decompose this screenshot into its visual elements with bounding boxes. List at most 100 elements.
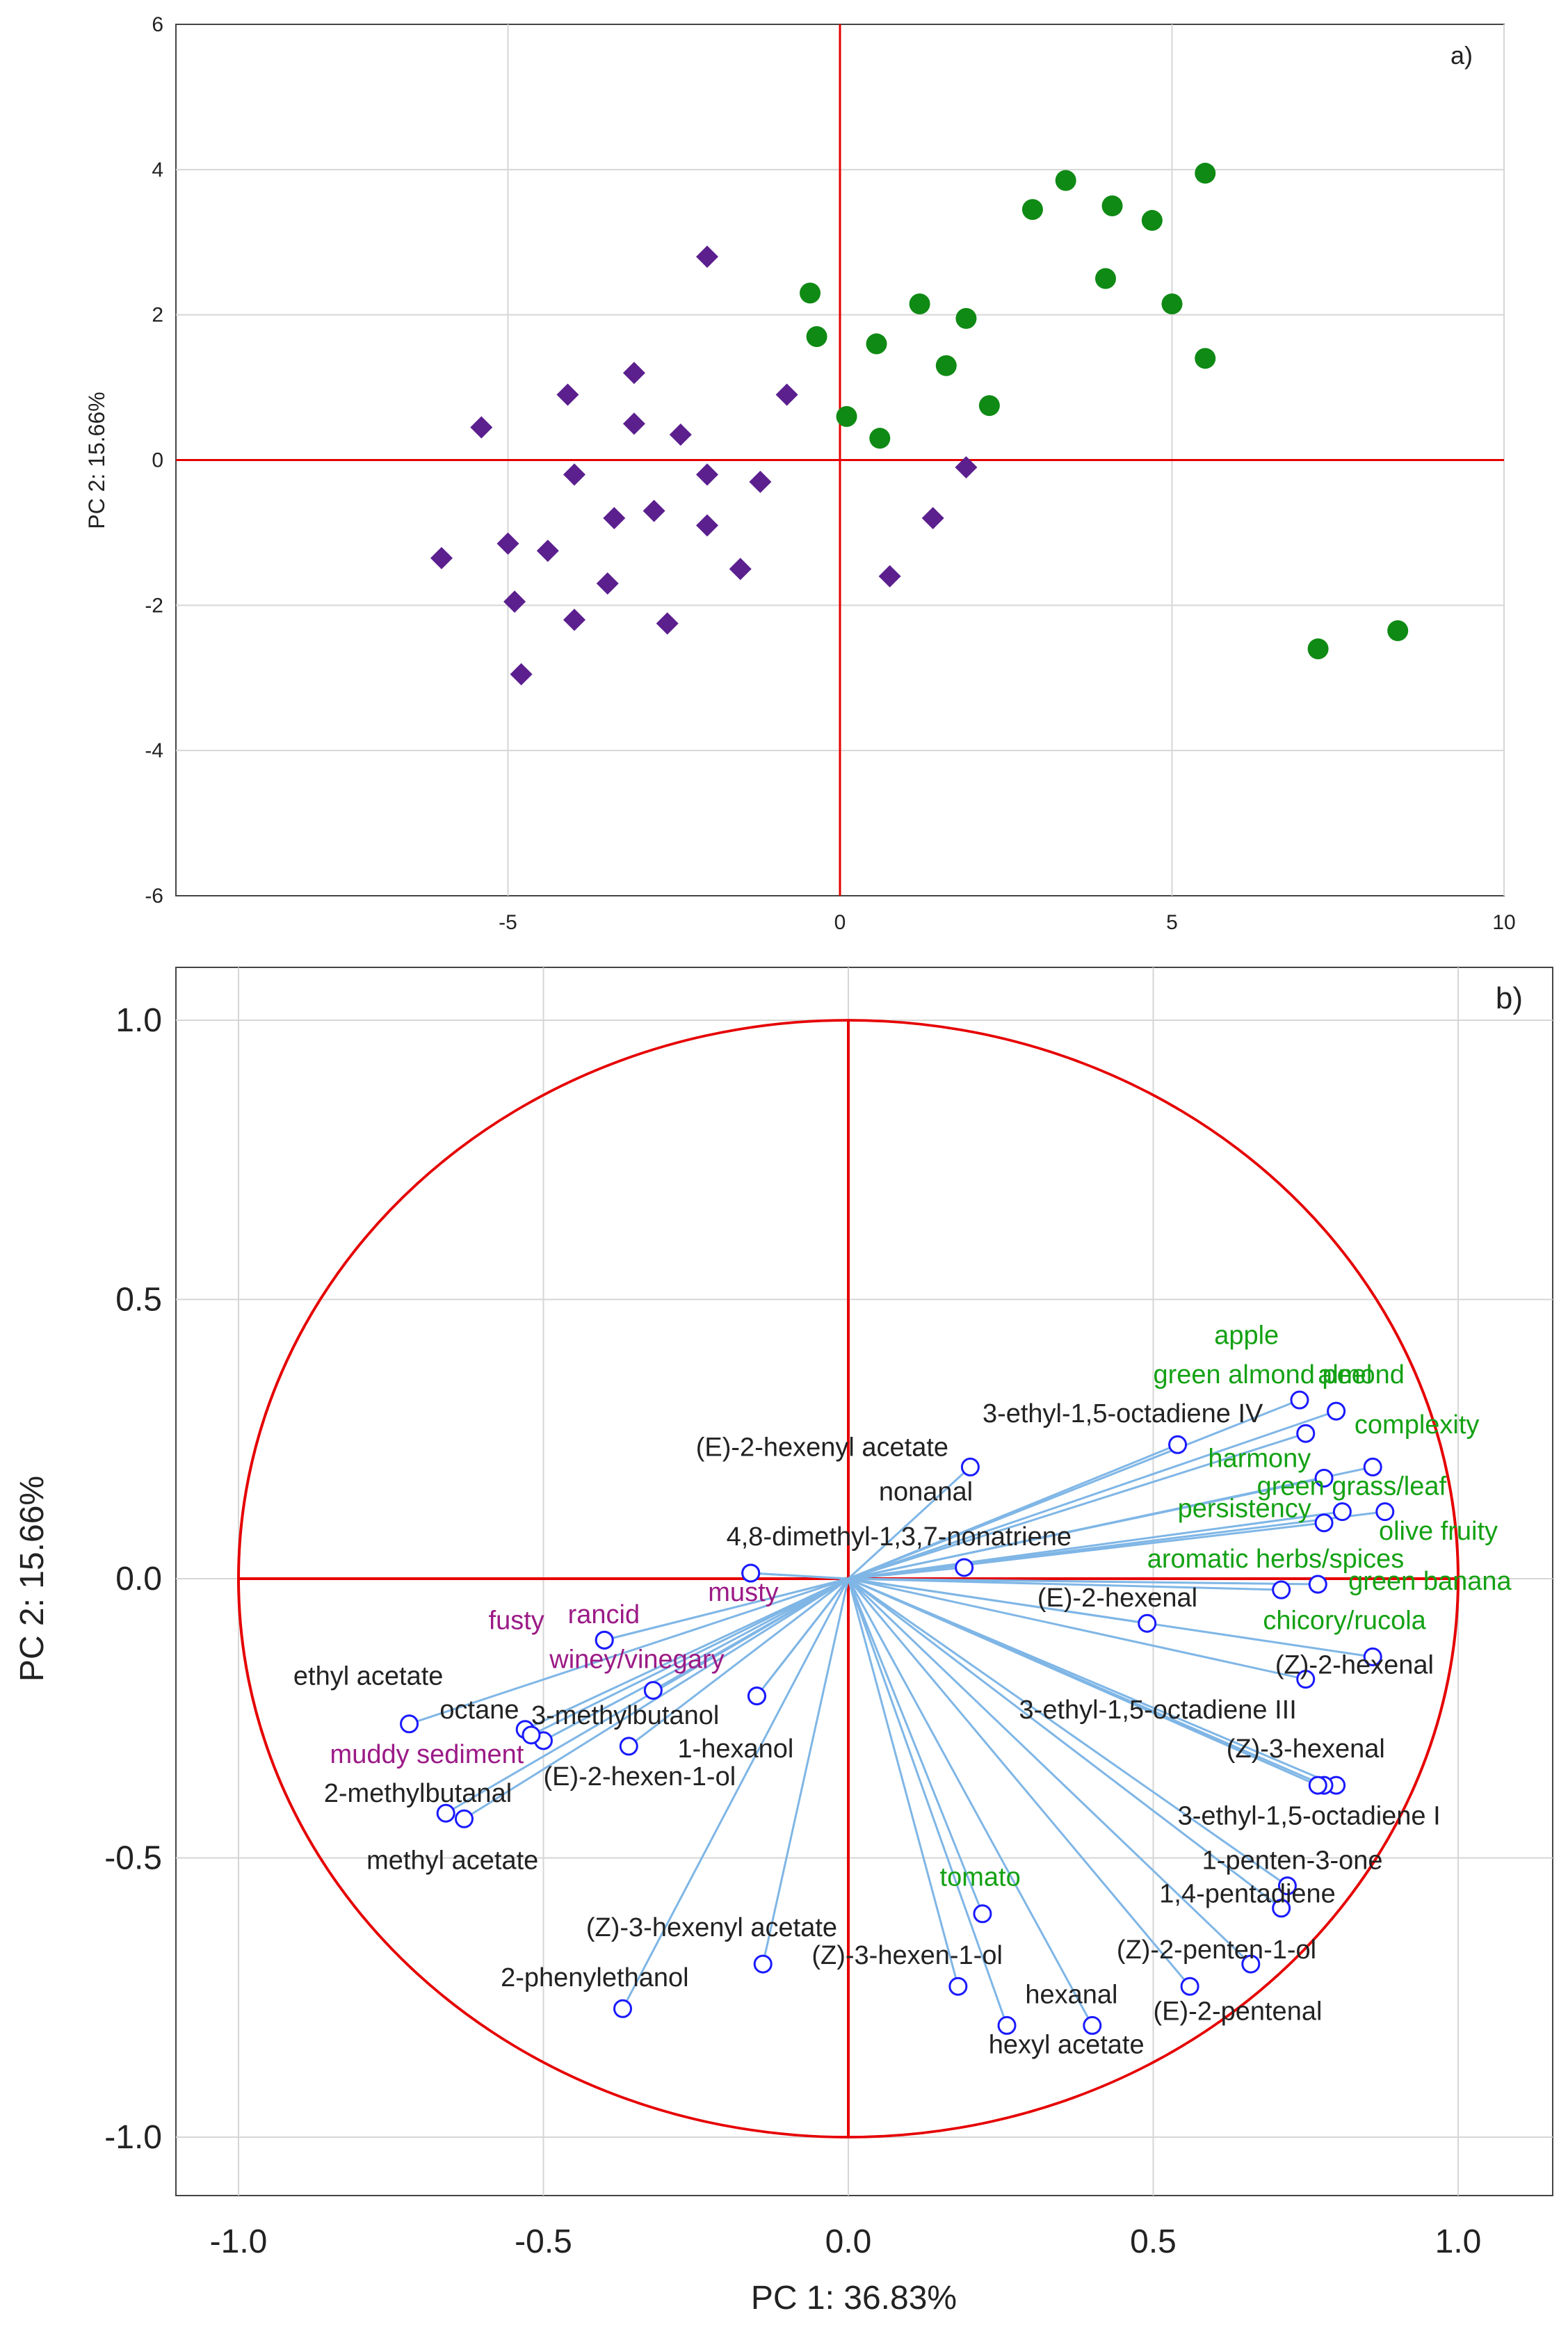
loading-label: (E)-2-hexen-1-ol — [544, 1762, 736, 1791]
loading-point — [454, 1809, 474, 1828]
b-y-tick-label: 0.0 — [115, 1561, 162, 1597]
loading-label: 3-methylbutanol — [531, 1701, 719, 1730]
loading-label: nonanal — [879, 1478, 973, 1507]
loading-label: persistency — [1178, 1495, 1311, 1524]
point-group_a — [749, 470, 772, 493]
point-group_a — [696, 245, 718, 268]
b-x-tick-label: 0.5 — [1130, 2223, 1177, 2260]
loading-vector — [848, 1577, 1288, 1887]
point-group_b — [869, 428, 891, 449]
loading-vector — [848, 1577, 1318, 1787]
loading-vector — [848, 1476, 1325, 1580]
loading-label: 2-phenylethanol — [501, 1963, 688, 1992]
a-y-tick-label: -4 — [145, 739, 163, 762]
loading-label: chicory/rucola — [1263, 1606, 1426, 1635]
point-group_b — [1195, 163, 1216, 184]
b-x-tick-label: 0.0 — [825, 2223, 872, 2260]
loading-label: (Z)-3-hexenyl acetate — [586, 1913, 837, 1942]
loading-vectors — [409, 1399, 1385, 2027]
point-group_a — [729, 558, 752, 581]
b-y-tick-label: 0.5 — [115, 1282, 162, 1319]
loading-label: (Z)-2-hexenal — [1275, 1651, 1434, 1680]
loading-label: 1-hexanol — [677, 1734, 793, 1764]
point-group_a — [430, 547, 453, 570]
b-x-tick-label: 1.0 — [1435, 2223, 1482, 2260]
point-group_b — [909, 293, 930, 315]
loading-label: hexanal — [1025, 1980, 1117, 2009]
a-y-tick-label: 0 — [152, 449, 163, 472]
point-group_a — [696, 463, 718, 486]
loading-vector — [848, 1511, 1385, 1580]
point-group_b — [1195, 348, 1216, 369]
loading-label: rancid — [568, 1600, 640, 1629]
point-group_b — [1307, 638, 1329, 659]
loading-label: green banana — [1348, 1567, 1512, 1596]
point-group_b — [1021, 199, 1043, 220]
panel-b-tag: b) — [1496, 981, 1523, 1015]
point-group_a — [622, 412, 645, 435]
point-group_a — [669, 423, 692, 446]
loading-vector — [848, 1577, 1282, 1909]
point-group_b — [1141, 209, 1163, 231]
point-group_b — [866, 333, 887, 355]
a-y-tick-label: 6 — [152, 13, 163, 36]
loading-vector — [848, 1566, 964, 1580]
loading-label: green almond peel — [1154, 1360, 1373, 1390]
point-group_a — [536, 540, 559, 563]
point-group_b — [1387, 620, 1409, 641]
loading-points — [400, 1390, 1395, 2035]
loading-label: aromatic herbs/spices — [1147, 1545, 1405, 1574]
panel-a-y-axis-label: PC 2: 15.66% — [84, 392, 109, 529]
panel-a-scatter: -5 0 5 10 6 4 2 0 -2 -4 -6 a) PC 2: 15.66% — [84, 13, 1516, 934]
loading-label: 1,4-pentadiene — [1159, 1880, 1336, 1909]
loading-label: tomato — [940, 1863, 1021, 1892]
loading-vector — [409, 1577, 849, 1725]
loading-label: olive fruity — [1379, 1517, 1498, 1546]
b-y-tick-label: -0.5 — [104, 1840, 162, 1877]
panel-a-reference-lines — [176, 24, 1504, 896]
loading-label: 3-ethyl-1,5-octadiene III — [1019, 1696, 1297, 1725]
loading-label: (Z)-2-penten-1-ol — [1117, 1935, 1316, 1965]
point-group_b — [806, 325, 827, 347]
b-y-tick-label: 1.0 — [115, 1002, 162, 1039]
point-group_b — [1055, 170, 1076, 191]
loading-point — [1296, 1424, 1316, 1443]
a-x-tick-label: 10 — [1492, 911, 1515, 934]
loading-vector — [847, 1578, 984, 1915]
loading-point — [1363, 1647, 1382, 1666]
loading-vector — [848, 1432, 1307, 1580]
point-group_a — [556, 383, 579, 406]
point-group_a — [642, 499, 665, 522]
loading-label: 3-ethyl-1,5-octadiene IV — [983, 1399, 1263, 1428]
point-group_a — [563, 609, 585, 631]
point-group_a — [603, 507, 626, 530]
loading-point — [1314, 1513, 1334, 1533]
loading-point — [1277, 1876, 1297, 1896]
loading-point — [1314, 1468, 1334, 1488]
b-y-tick-label: -1.0 — [104, 2119, 162, 2156]
loading-point — [1308, 1776, 1327, 1795]
loading-label: ethyl acetate — [293, 1662, 443, 1691]
loading-point — [973, 1904, 992, 1924]
a-y-tick-label: -6 — [145, 885, 163, 908]
loading-label: musty — [708, 1578, 778, 1607]
point-group_a — [696, 514, 718, 537]
panel-a-points — [430, 163, 1409, 686]
loading-point — [955, 1558, 974, 1577]
loading-point — [1180, 1976, 1199, 1996]
point-group_a — [622, 362, 645, 385]
panel-b-tick-labels: -1.0 -0.5 0.0 0.5 1.0 1.0 0.5 0.0 -0.5 -1.0 — [104, 1002, 1481, 2260]
loading-vector — [604, 1577, 849, 1641]
loading-vector — [848, 1410, 1337, 1580]
point-group_b — [1161, 293, 1183, 315]
point-group_a — [496, 532, 519, 555]
loading-point — [619, 1737, 638, 1756]
loading-vector — [847, 1577, 1252, 1965]
loading-point — [1272, 1580, 1291, 1600]
loading-label: hexyl acetate — [989, 2031, 1145, 2060]
loading-label: methyl acetate — [366, 1846, 538, 1876]
panel-a-tick-labels: -5 0 5 10 6 4 2 0 -2 -4 -6 — [145, 13, 1515, 934]
a-y-tick-label: 2 — [152, 304, 163, 327]
a-x-tick-label: 0 — [834, 911, 846, 934]
